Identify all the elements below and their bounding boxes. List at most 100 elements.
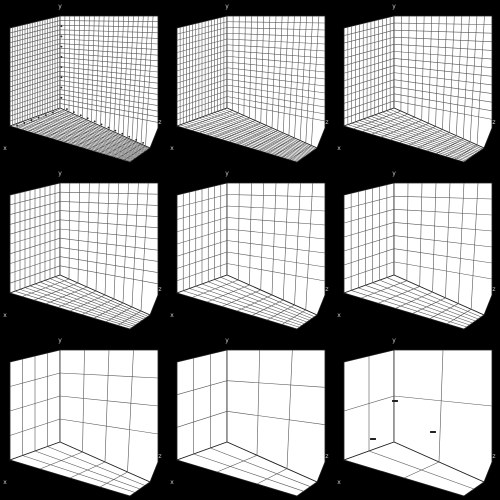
grid-line — [113, 182, 120, 300]
grid-line — [226, 263, 326, 282]
grid-line — [9, 395, 61, 412]
grid-line — [244, 130, 278, 147]
grid-line — [393, 79, 493, 94]
tick-marks — [16, 25, 144, 144]
grid-line — [343, 86, 395, 104]
grid-line — [347, 124, 466, 162]
grid-line — [266, 137, 295, 154]
grid-line — [75, 129, 110, 147]
tick-mark — [66, 108, 68, 110]
grid-line — [236, 127, 273, 145]
grid-line — [176, 101, 228, 121]
tick-mark — [121, 132, 124, 135]
grid-line — [49, 278, 147, 319]
grid-line — [127, 15, 134, 139]
grid-line — [445, 182, 451, 298]
grid-line — [370, 116, 475, 155]
side-wall — [226, 15, 326, 149]
grid-line — [59, 265, 159, 285]
grid-line — [59, 93, 159, 112]
grid-line — [429, 303, 459, 319]
grid-line — [363, 118, 472, 157]
tick-mark — [23, 121, 26, 124]
grid-line — [343, 79, 395, 97]
panel-grid-10: y z x — [3, 170, 162, 330]
grid-line — [47, 446, 146, 486]
grid-line — [226, 90, 326, 108]
grid-line — [59, 219, 159, 229]
grid-lines — [176, 15, 326, 162]
panel-grid-4: y z x — [3, 337, 162, 497]
panel-grid-3: y z x — [170, 337, 329, 497]
grid-line — [353, 110, 402, 130]
grid-line — [95, 15, 100, 125]
grid-line — [59, 80, 159, 95]
tick-mark — [128, 135, 131, 138]
side-wall — [393, 349, 493, 483]
grid-line — [282, 15, 289, 134]
grid-line — [59, 247, 159, 262]
grid-line — [393, 93, 493, 112]
grid-line — [176, 380, 228, 395]
grid-line — [176, 240, 228, 257]
grid-line — [9, 265, 61, 284]
grid-line — [118, 15, 124, 135]
grid-line — [59, 34, 159, 39]
tick-marks — [370, 400, 436, 440]
grid-line — [176, 67, 228, 84]
grid-line — [243, 15, 246, 116]
grid-line — [9, 98, 61, 117]
grid-line — [214, 279, 313, 319]
z-axis-label: z — [325, 453, 328, 460]
grid-line — [226, 50, 326, 59]
grid-line — [288, 15, 295, 136]
tick-mark — [135, 138, 138, 141]
grid-line — [140, 15, 149, 145]
tick-mark — [142, 142, 144, 144]
z-axis-label: z — [492, 119, 495, 126]
grid-line — [59, 70, 159, 84]
grid-line — [86, 182, 90, 288]
grid-line — [237, 182, 240, 281]
grid-line — [208, 281, 310, 321]
grid-line — [111, 141, 137, 157]
grid-line — [49, 111, 147, 152]
grid-line — [208, 114, 310, 154]
grid-line — [343, 58, 395, 74]
grid-line — [59, 47, 159, 56]
grid-line — [226, 205, 326, 212]
grid-line — [408, 129, 443, 146]
grid-line — [254, 15, 258, 121]
grid-line — [117, 143, 142, 159]
grid-lines — [9, 182, 159, 328]
tick-mark — [72, 111, 75, 114]
grid-line — [299, 15, 307, 141]
grid-line — [47, 112, 146, 152]
tick-mark — [79, 114, 82, 117]
tick-mark — [60, 66, 63, 69]
grid-line — [82, 15, 85, 119]
tick-mark — [86, 117, 89, 120]
z-axis-label: z — [492, 286, 495, 293]
grid-line — [476, 15, 485, 145]
grid-line — [359, 120, 471, 158]
grid-line — [81, 298, 115, 315]
grid-line — [9, 237, 61, 255]
grid-line — [281, 309, 306, 325]
tick-mark — [37, 116, 40, 119]
grid-line — [358, 287, 470, 326]
grid-line — [432, 182, 437, 293]
grid-line — [9, 75, 61, 92]
grid-line — [176, 228, 228, 245]
grid-line — [99, 137, 128, 154]
grid-line — [9, 80, 61, 97]
grid-line — [104, 182, 110, 296]
grid-line — [403, 461, 440, 479]
grid-line — [379, 279, 479, 320]
grid-line — [9, 228, 61, 245]
grid-line — [226, 380, 326, 388]
y-axis-label: y — [225, 3, 229, 10]
grid-line — [59, 201, 159, 206]
grid-line — [54, 109, 149, 150]
grid-line — [412, 297, 446, 314]
